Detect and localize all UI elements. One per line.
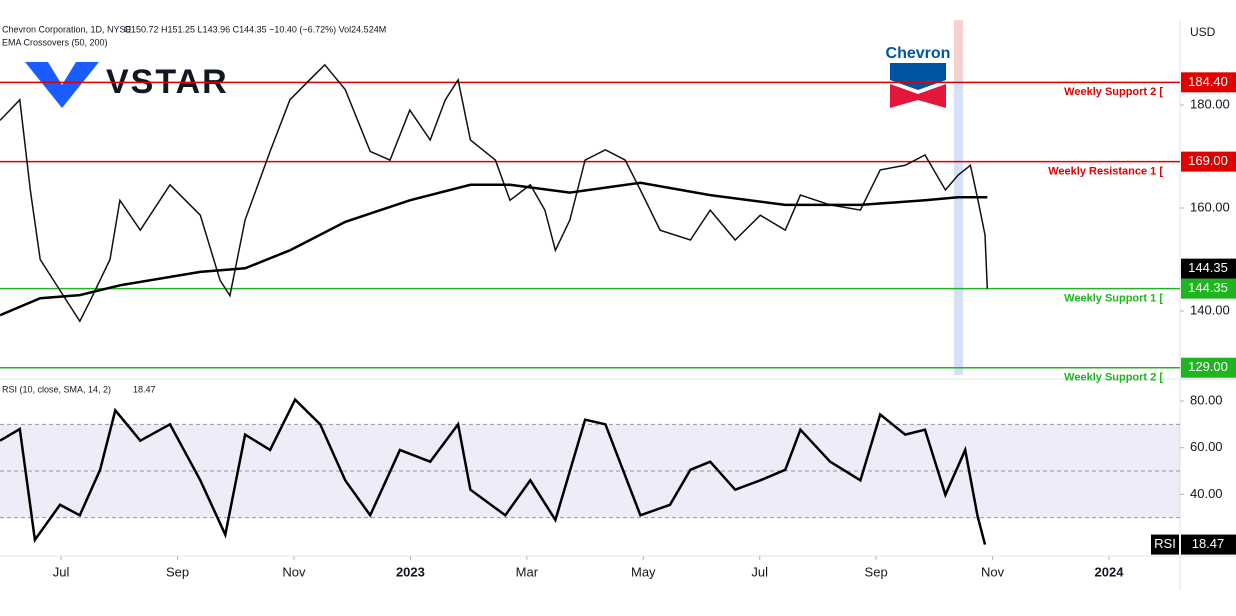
price-box (1181, 151, 1236, 172)
price-label: 129.00 (1188, 359, 1228, 374)
company: Chevron (886, 45, 951, 62)
x-tick-label: Nov (282, 564, 306, 579)
highlight-band (954, 20, 963, 80)
price-label: 184.40 (1188, 74, 1228, 89)
level-name: Weekly Resistance 1 [ (1048, 166, 1163, 178)
x-tick-label: Mar (516, 564, 539, 579)
x-tick-label: Nov (981, 564, 1005, 579)
highlight-band (954, 80, 963, 375)
indicator: EMA Crossovers (50, 200) (2, 37, 108, 47)
rsi-value-box (1181, 534, 1236, 555)
last-price-label: 144.35 (1188, 260, 1228, 275)
x-tick-label: Jul (751, 564, 768, 579)
price-box (1181, 72, 1236, 93)
y-tick-label: 80.00 (1190, 392, 1223, 407)
x-tick-label: 2024 (1095, 564, 1125, 579)
level-name: Weekly Support 1 [ (1064, 293, 1163, 305)
x-tick-label: Sep (166, 564, 189, 579)
price-box (1181, 278, 1236, 299)
chevron-logo: Chevron (886, 45, 951, 108)
series-line (0, 397, 987, 545)
ohlc: O150.72 H151.25 L143.96 C144.35 −10.40 (… (124, 24, 386, 34)
y-tick-label: 40.00 (1190, 486, 1223, 501)
x-tick-label: Jul (53, 564, 70, 579)
rsi-name-box (1151, 534, 1179, 555)
price-label: 169.00 (1188, 153, 1228, 168)
y-tick-label: 180.00 (1190, 96, 1230, 111)
level-name: Weekly Support 2 [ (1064, 86, 1163, 98)
price-label: 144.35 (1188, 280, 1228, 295)
y-tick-label: 60.00 (1190, 439, 1223, 454)
symbol: Chevron Corporation, 1D, NYSE (2, 24, 132, 34)
price-box (1181, 357, 1236, 378)
y-tick-label: 160.00 (1190, 199, 1230, 214)
currency: USD (1190, 25, 1216, 39)
x-tick-label: 2023 (396, 564, 425, 579)
level-name: Weekly Support 2 [ (1064, 372, 1163, 384)
y-tick-label: 140.00 (1190, 302, 1230, 317)
series-line (0, 181, 988, 317)
rsi-name: RSI (1154, 536, 1176, 551)
rsi-value: 18.47 (133, 384, 156, 394)
rsi-value-label: 18.47 (1192, 536, 1225, 551)
rsi-title: RSI (10, close, SMA, 14, 2) (2, 384, 111, 394)
last-price-box (1181, 258, 1236, 279)
x-tick-label: May (631, 564, 656, 579)
series-line (0, 63, 989, 323)
x-tick-label: Sep (865, 564, 888, 579)
